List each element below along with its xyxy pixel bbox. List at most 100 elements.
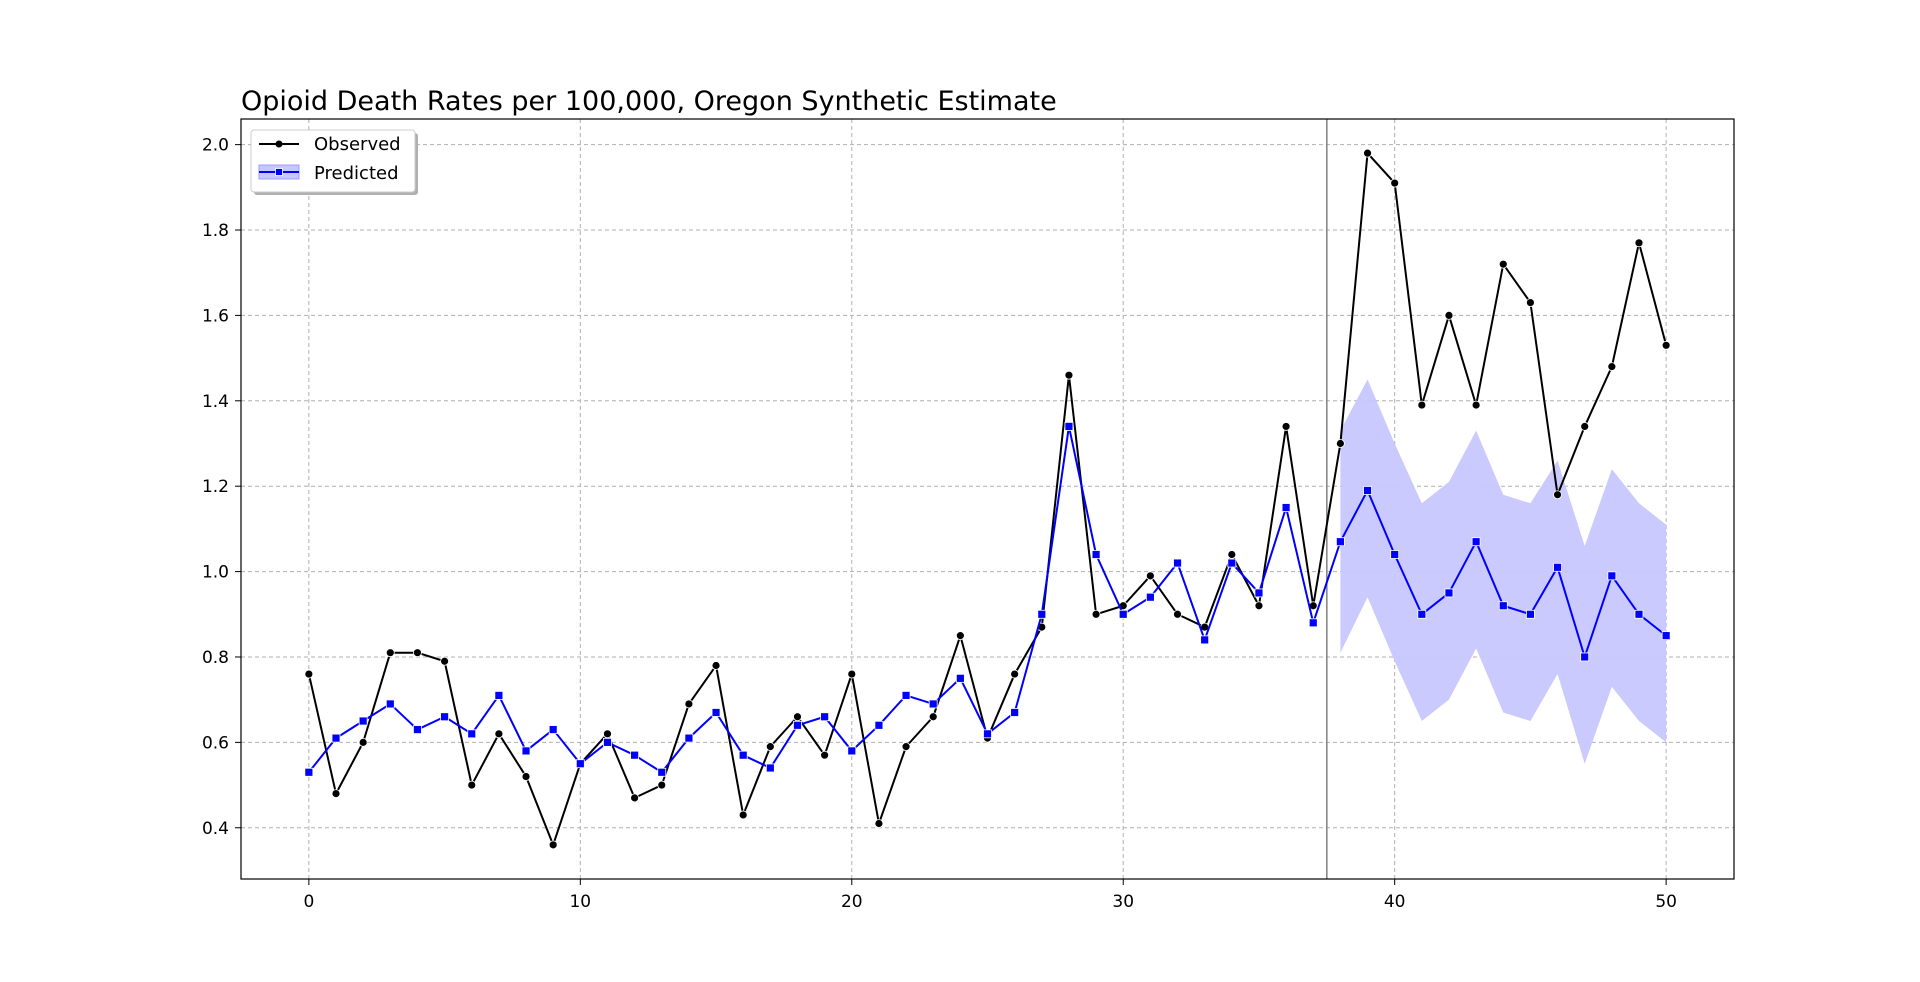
observed-point: [874, 819, 884, 828]
observed-point: [955, 631, 965, 641]
prediction-interval: [1340, 379, 1667, 764]
predicted-point: [1607, 571, 1617, 581]
predicted-point: [847, 746, 857, 756]
predicted-point: [765, 763, 775, 773]
predicted-point: [928, 699, 938, 709]
predicted-point: [1227, 558, 1237, 568]
predicted-point: [1390, 550, 1400, 559]
legend-observed-label: Observed: [314, 134, 401, 155]
observed-point: [1254, 601, 1264, 611]
grid: [241, 119, 1734, 879]
predicted-point: [1037, 609, 1047, 619]
observed-point: [494, 729, 504, 739]
predicted-point: [955, 673, 965, 683]
predicted-point: [1580, 652, 1590, 662]
predicted-point: [1471, 537, 1481, 547]
predicted-point: [793, 720, 802, 730]
predicted-point: [1417, 609, 1427, 619]
x-tick-label: 0: [303, 892, 314, 912]
observed-point: [440, 656, 449, 666]
observed-point: [1661, 340, 1671, 350]
observed-point: [1145, 571, 1155, 581]
observed-point: [1064, 370, 1074, 380]
predicted-point: [1064, 422, 1074, 431]
predicted-point: [304, 767, 314, 777]
predicted-point: [548, 725, 558, 734]
observed-point: [1526, 298, 1535, 307]
predicted-point: [358, 716, 368, 726]
observed-point: [521, 772, 531, 781]
predicted-point: [1363, 486, 1372, 495]
legend-entry-observed: Observed: [259, 134, 401, 155]
predicted-point: [1010, 708, 1020, 717]
observed-point: [1363, 148, 1372, 158]
y-tick-label: 2.0: [202, 136, 229, 156]
axes: 0 10 20 30 40 50 0.4 0.6 0.8 1.0 1.2 1.4 1.6 1.8 2.0: [202, 136, 1677, 912]
predicted-point: [1118, 609, 1128, 619]
legend-predicted-label: Predicted: [314, 163, 399, 184]
predicted-point: [1281, 503, 1291, 512]
observed-point: [467, 780, 477, 790]
predicted-point: [738, 750, 748, 760]
legend-observed-marker: [275, 140, 283, 148]
observed-point: [331, 789, 341, 799]
observed-point: [1010, 669, 1020, 679]
predicted-point: [1308, 618, 1318, 628]
x-tick-label: 40: [1384, 892, 1406, 912]
observed-point: [928, 712, 938, 722]
predicted-point: [1661, 631, 1671, 641]
predicted-point: [521, 746, 531, 756]
predicted-point: [711, 708, 721, 717]
predicted-point: [1145, 592, 1155, 602]
predicted-point: [820, 712, 830, 722]
predicted-point: [413, 725, 422, 734]
observed-point: [1607, 362, 1617, 372]
observed-point: [847, 669, 857, 679]
predicted-point: [603, 737, 612, 747]
predicted-point: [1553, 562, 1562, 572]
observed-point: [820, 750, 830, 760]
predicted-point: [1254, 588, 1264, 598]
predicted-point: [874, 720, 884, 730]
observed-point: [358, 737, 368, 747]
observed-point: [765, 742, 775, 752]
x-tick-label: 30: [1112, 892, 1134, 912]
y-tick-label: 0.8: [202, 648, 229, 668]
observed-point: [657, 780, 667, 790]
observed-point: [304, 669, 314, 679]
chart-title: Opioid Death Rates per 100,000, Oregon S…: [241, 86, 1057, 117]
predicted-point: [467, 729, 477, 739]
y-tick-label: 1.6: [202, 306, 229, 326]
observed-point: [1580, 422, 1590, 431]
series-predicted: [304, 422, 1671, 777]
x-tick-label: 20: [841, 892, 863, 912]
y-tick-label: 0.4: [202, 819, 229, 839]
observed-point: [630, 793, 640, 803]
observed-point: [1498, 259, 1508, 269]
y-tick-label: 0.6: [202, 733, 229, 753]
predicted-point: [630, 750, 640, 760]
predicted-point: [983, 729, 992, 739]
x-tick-label: 50: [1655, 892, 1677, 912]
observed-point: [413, 648, 422, 658]
y-tick-label: 1.4: [202, 392, 229, 412]
observed-point: [1091, 609, 1101, 619]
observed-point: [1471, 400, 1481, 410]
observed-point: [385, 648, 395, 658]
observed-point: [1227, 550, 1237, 559]
predicted-point: [1200, 635, 1210, 645]
legend-predicted-marker: [275, 168, 283, 176]
predicted-point: [1444, 588, 1454, 598]
observed-point: [1281, 422, 1291, 431]
predicted-point: [1526, 609, 1535, 619]
observed-point: [738, 810, 748, 820]
predicted-point: [901, 691, 911, 700]
predicted-point: [575, 759, 585, 769]
observed-point: [901, 742, 911, 752]
observed-point: [1444, 311, 1454, 320]
observed-point: [1634, 238, 1644, 248]
observed-point: [1417, 400, 1427, 410]
predicted-point: [494, 691, 504, 700]
predicted-point: [1498, 601, 1508, 611]
